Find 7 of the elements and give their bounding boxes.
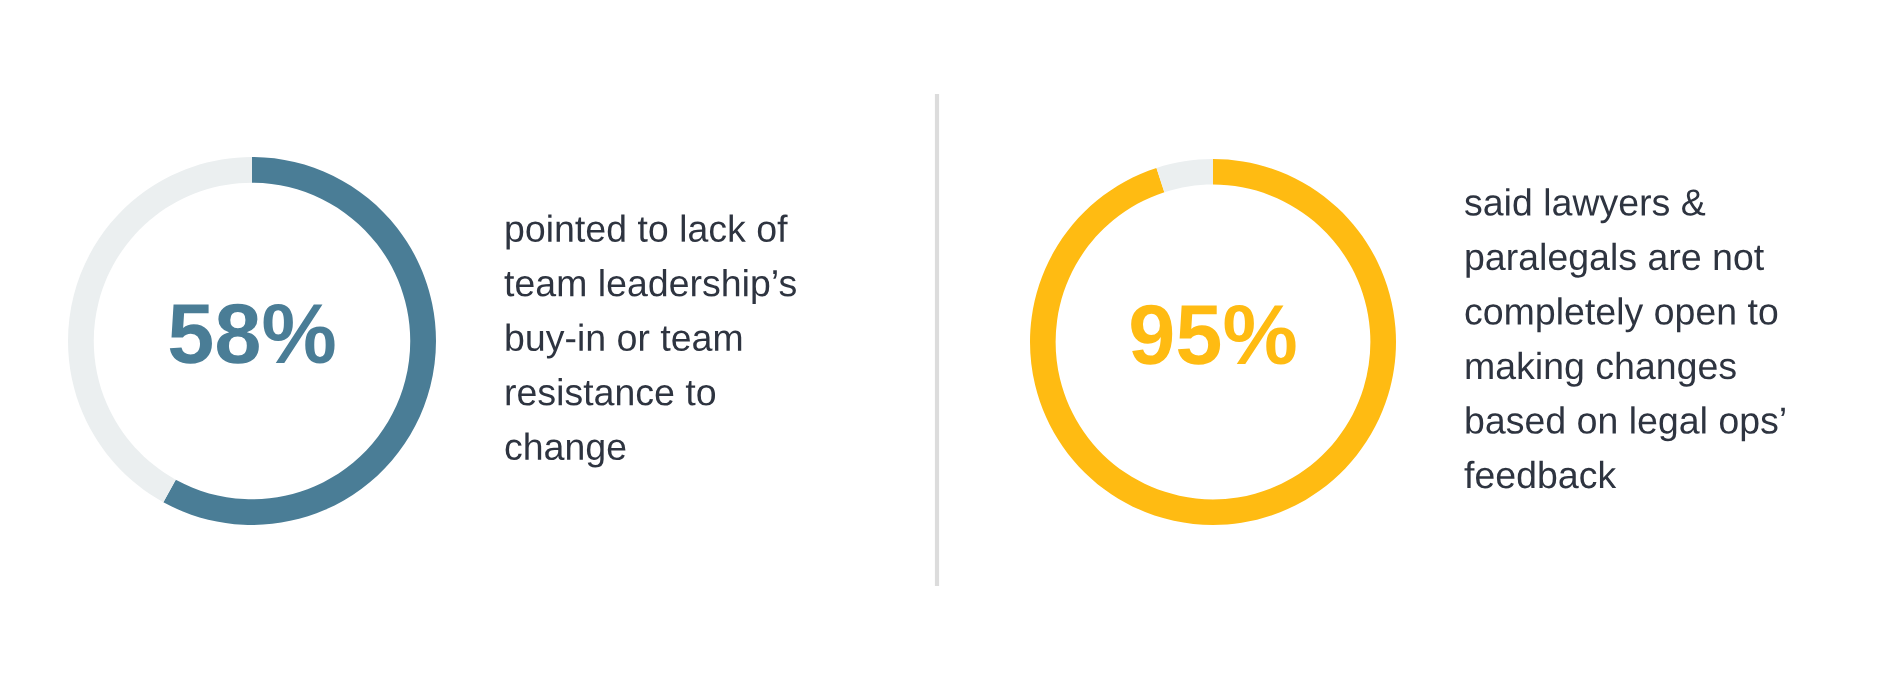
data-label: 95% xyxy=(1131,304,1296,365)
donut-slice xyxy=(1030,159,1396,525)
donut-slice xyxy=(1156,159,1213,193)
text: pointed to lack of team leadership’s buy-in or team resistance to change xyxy=(504,214,796,468)
data-label: 58% xyxy=(169,303,335,364)
donut-slice xyxy=(163,157,436,525)
text: said lawyers & paralegals are not completely open to making changes based on legal ops’ feedback xyxy=(1464,188,1785,489)
